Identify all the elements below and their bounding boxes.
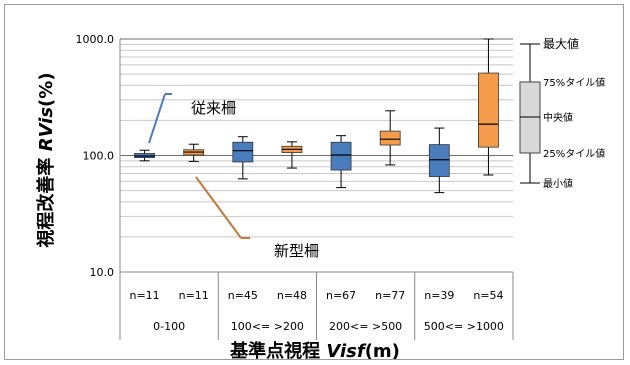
y-axis-title-italic: RVis (36, 107, 57, 152)
n-count-label: n=39 (424, 289, 454, 302)
x-axis-title-main: 基準点視程 (229, 340, 326, 362)
y-axis-title-main: 視程改善率 (35, 151, 57, 248)
group-label: 0-100 (153, 320, 185, 333)
n-count-label: n=67 (326, 289, 356, 302)
y-tick-label: 10.0 (90, 266, 115, 279)
x-axis-title-unit: (m) (365, 341, 400, 362)
box-new (183, 143, 205, 162)
iqr-box (379, 130, 401, 146)
n-count-label: n=11 (129, 289, 159, 302)
new-fence-pointer-line (195, 176, 242, 239)
old-fence-pointer-line (148, 93, 166, 144)
n-count-label: n=48 (277, 289, 307, 302)
box-old (134, 149, 155, 162)
old-fence-label: 従来柵 (191, 99, 236, 117)
new-fence-label: 新型柵 (274, 242, 319, 260)
x-axis: 0-100 100<= >200 200<= >500 500<= >1000 n=11… (119, 271, 514, 340)
grid-lines (120, 38, 513, 273)
axis-titles: 視程改善率 RVis(%) 基準点視程 Visf(m) (35, 72, 400, 362)
iqr-box (330, 141, 352, 171)
legend-label-q3: 75%タイル値 (543, 76, 605, 89)
legend-label-max: 最大値 (543, 36, 579, 51)
y-tick-label: 1000.0 (76, 33, 115, 46)
series-annotations: 従来柵 新型柵 (148, 93, 319, 260)
y-tick-label: 100.0 (83, 150, 115, 163)
iqr-box (478, 72, 499, 148)
box-new (281, 141, 303, 169)
legend-label-q1: 25%タイル値 (543, 147, 605, 160)
group-label: 100<= >200 (231, 320, 304, 333)
iqr-box (232, 141, 254, 163)
legend-label-median: 中央値 (543, 111, 573, 124)
box-old (428, 127, 450, 194)
n-count-label: n=77 (375, 289, 405, 302)
iqr-box (428, 144, 450, 177)
y-axis-title: 視程改善率 RVis(%) (35, 72, 57, 248)
x-axis-title-italic: Visf (326, 341, 366, 362)
n-count-label: n=11 (179, 289, 209, 302)
box-series (134, 38, 499, 194)
y-axis: 10.0 100.0 1000.0 (76, 33, 121, 279)
x-axis-title: 基準点視程 Visf(m) (229, 340, 400, 362)
box-old (330, 135, 352, 189)
y-axis-title-unit: (%) (36, 72, 57, 107)
box-old (232, 136, 254, 180)
n-count-label: n=54 (473, 289, 503, 302)
legend-label-min: 最小値 (543, 177, 573, 190)
group-label: 500<= >1000 (424, 320, 504, 333)
n-count-label: n=45 (228, 289, 258, 302)
box-new (379, 110, 401, 166)
group-label: 200<= >500 (329, 320, 402, 333)
box-new (478, 38, 499, 176)
